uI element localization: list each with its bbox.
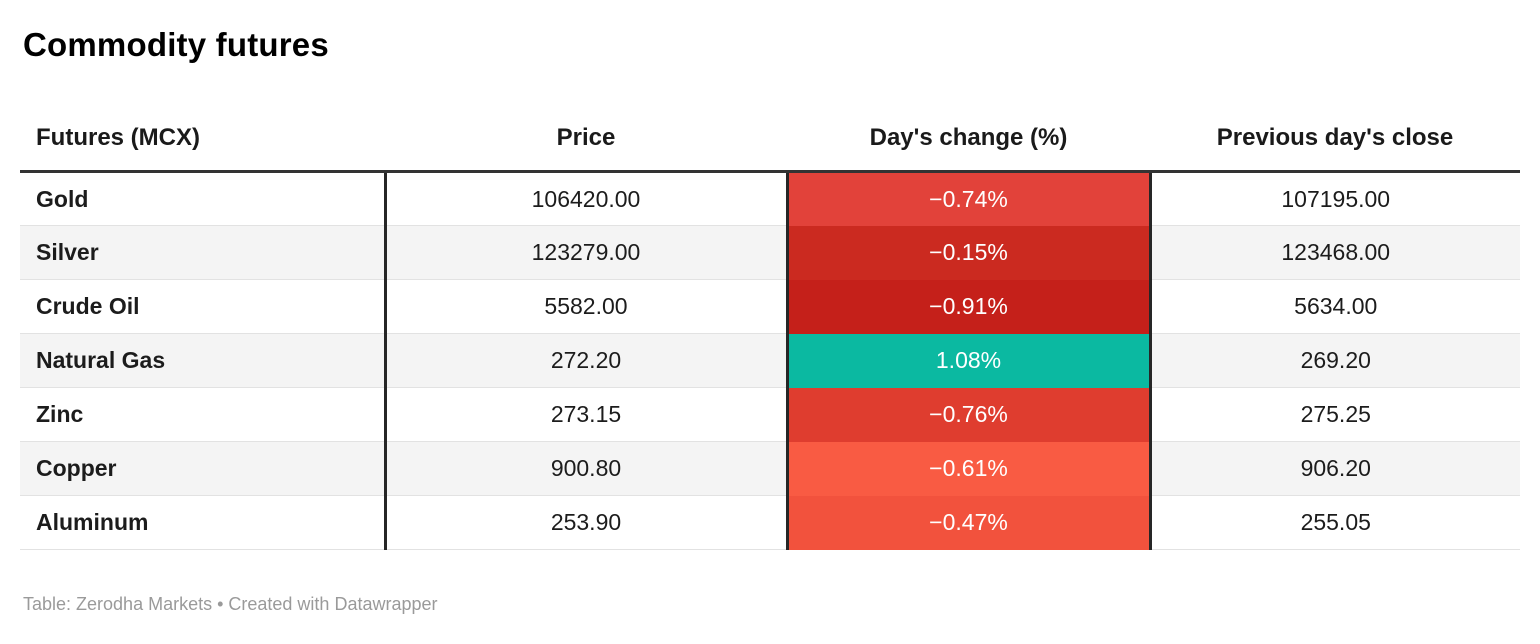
futures-name-cell: Gold <box>20 171 387 226</box>
futures-name-cell: Silver <box>20 225 387 280</box>
table-row-zinc: Zinc 273.15 −0.76% 275.25 <box>20 387 1520 442</box>
futures-name-cell: Copper <box>20 441 387 496</box>
price-cell: 273.15 <box>385 387 787 442</box>
table-row-crude-oil: Crude Oil 5582.00 −0.91% 5634.00 <box>20 279 1520 334</box>
prev-close-cell: 107195.00 <box>1150 171 1520 226</box>
change-cell: −0.61% <box>785 441 1152 496</box>
futures-name-cell: Aluminum <box>20 495 387 550</box>
table-row-silver: Silver 123279.00 −0.15% 123468.00 <box>20 225 1520 280</box>
prev-close-cell: 906.20 <box>1150 441 1520 496</box>
table-row-aluminum: Aluminum 253.90 −0.47% 255.05 <box>20 495 1520 550</box>
futures-name-cell: Crude Oil <box>20 279 387 334</box>
futures-name-cell: Natural Gas <box>20 333 387 388</box>
price-cell: 272.20 <box>385 333 787 388</box>
column-header-prev-close: Previous day's close <box>1150 124 1520 173</box>
prev-close-cell: 255.05 <box>1150 495 1520 550</box>
table-row-gold: Gold 106420.00 −0.74% 107195.00 <box>20 171 1520 226</box>
attribution-text: Table: Zerodha Markets • Created with Da… <box>23 594 438 614</box>
prev-close-cell: 5634.00 <box>1150 279 1520 334</box>
prev-close-cell: 275.25 <box>1150 387 1520 442</box>
price-cell: 253.90 <box>385 495 787 550</box>
column-header-price: Price <box>385 124 787 173</box>
price-cell: 5582.00 <box>385 279 787 334</box>
price-cell: 123279.00 <box>385 225 787 280</box>
price-cell: 900.80 <box>385 441 787 496</box>
prev-close-cell: 269.20 <box>1150 333 1520 388</box>
futures-name-cell: Zinc <box>20 387 387 442</box>
prev-close-cell: 123468.00 <box>1150 225 1520 280</box>
change-cell: −0.91% <box>785 279 1152 334</box>
change-cell: −0.15% <box>785 225 1152 280</box>
table-row-natural-gas: Natural Gas 272.20 1.08% 269.20 <box>20 333 1520 388</box>
page-title: Commodity futures <box>23 26 329 63</box>
change-cell: −0.47% <box>785 495 1152 550</box>
column-header-futures: Futures (MCX) <box>20 124 385 173</box>
change-cell: −0.74% <box>785 171 1152 226</box>
change-cell: 1.08% <box>785 333 1152 388</box>
price-cell: 106420.00 <box>385 171 787 226</box>
change-cell: −0.76% <box>785 387 1152 442</box>
page: Commodity futures Futures (MCX) Price Da… <box>20 26 1520 614</box>
table-row-copper: Copper 900.80 −0.61% 906.20 <box>20 441 1520 496</box>
commodity-futures-table: Futures (MCX) Price Day's change (%) Pre… <box>20 124 1520 550</box>
column-header-days-change: Day's change (%) <box>787 124 1150 173</box>
table-header: Futures (MCX) Price Day's change (%) Pre… <box>20 124 1520 173</box>
table-body: Gold 106420.00 −0.74% 107195.00 Silver 1… <box>20 171 1520 550</box>
